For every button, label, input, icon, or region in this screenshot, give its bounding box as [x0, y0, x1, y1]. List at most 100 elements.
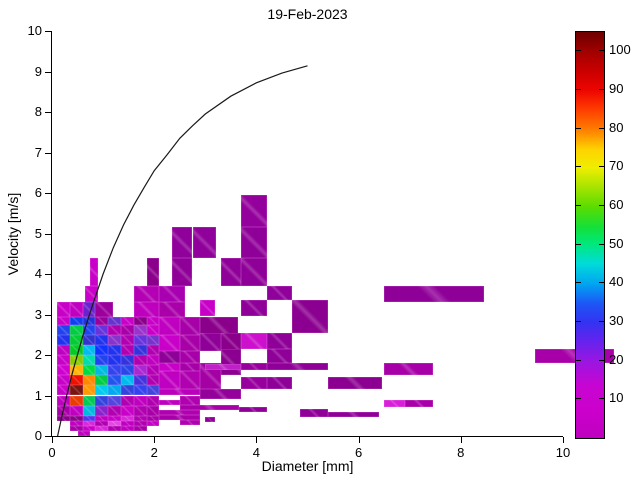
heatmap-cell [57, 415, 70, 421]
heatmap-cell [146, 344, 160, 356]
heatmap-cell [95, 385, 109, 396]
heatmap-cell [121, 395, 134, 406]
heatmap-cell [121, 316, 134, 325]
heatmap-cell [205, 363, 242, 370]
heatmap-cell [95, 415, 109, 421]
heatmap-cell [69, 395, 83, 406]
heatmap-cell [133, 405, 147, 416]
chart-title: 19-Feb-2023 [267, 6, 348, 22]
heatmap-cell [82, 355, 96, 366]
heatmap-cell [179, 419, 201, 426]
heatmap-cell [179, 363, 201, 372]
heatmap-cell [69, 324, 83, 335]
heatmap-cell [108, 316, 121, 325]
x-tick-mark [460, 437, 462, 443]
terminal-velocity-curve [57, 65, 308, 437]
heatmap-cell [266, 348, 293, 364]
heatmap-cell [69, 385, 83, 396]
heatmap-cell [69, 420, 83, 426]
heatmap-cell [133, 415, 147, 421]
x-tick-label: 6 [354, 445, 363, 460]
heatmap-cell [159, 371, 181, 390]
colorbar-tick-mark [599, 205, 604, 206]
heatmap-cell [108, 344, 121, 356]
heatmap-cell [384, 399, 405, 408]
heatmap-cell [69, 365, 83, 376]
y-tick-label: 6 [34, 185, 42, 200]
heatmap-cell [133, 420, 147, 426]
colorbar-tick-label: 30 [609, 313, 624, 328]
heatmap-cell [82, 385, 96, 396]
heatmap-cell [121, 344, 134, 356]
colorbar-tick-mark [576, 89, 581, 90]
colorbar-tick-mark [576, 50, 581, 52]
heatmap-cell [146, 316, 160, 325]
heatmap-cell [146, 324, 160, 335]
heatmap-cell [108, 415, 121, 421]
heatmap-cell [266, 332, 293, 350]
heatmap-cell [241, 195, 267, 228]
y-tick-mark [45, 395, 51, 397]
heatmap-cell [133, 385, 147, 396]
heatmap-cell [299, 409, 328, 417]
heatmap-cell [266, 377, 293, 390]
heatmap-cell [95, 344, 109, 356]
heatmap-cell [95, 334, 109, 345]
y-tick-mark [45, 233, 51, 235]
x-tick-mark [154, 437, 156, 443]
heatmap-cell [133, 302, 160, 317]
y-tick-label: 1 [34, 387, 42, 403]
heatmap-cell [57, 302, 70, 317]
heatmap-cell [69, 425, 83, 432]
heatmap-cell [238, 406, 267, 412]
x-tick-mark [358, 437, 360, 443]
heatmap-cell [95, 395, 109, 406]
y-tick-mark [45, 355, 51, 356]
y-tick-label: 7 [34, 144, 42, 160]
heatmap-cell [69, 415, 83, 421]
heatmap-cell [57, 334, 70, 345]
heatmap-cell [266, 363, 329, 370]
heatmap-cell [404, 399, 433, 408]
heatmap-cell [159, 389, 201, 396]
heatmap-cell [159, 350, 181, 364]
y-tick-mark [45, 314, 51, 316]
heatmap-cell [192, 227, 216, 259]
heatmap-cell [57, 395, 70, 406]
y-tick-label: 10 [27, 23, 42, 38]
heatmap-cell [133, 355, 147, 366]
heatmap-cell [241, 377, 267, 390]
heatmap-cell [179, 350, 201, 364]
colorbar-tick-label: 70 [609, 158, 624, 174]
colorbar-tick-mark [599, 243, 604, 245]
heatmap-cell [241, 363, 267, 370]
colorbar-tick-mark [576, 166, 581, 168]
heatmap-cell [241, 227, 267, 259]
heatmap-cell [146, 395, 160, 406]
x-tick-label: 2 [150, 445, 158, 460]
heatmap-cell [200, 332, 221, 352]
heatmap-cell [384, 363, 433, 376]
heatmap-cell [95, 316, 109, 325]
heatmap-cell [121, 385, 134, 396]
colorbar-tick-mark [599, 282, 604, 284]
heatmap-cell [108, 365, 121, 376]
heatmap-cell [95, 375, 109, 386]
heatmap-cell [121, 375, 134, 386]
colorbar-tick-label: 20 [609, 351, 624, 367]
heatmap-cell [179, 334, 201, 352]
x-tick-label: 4 [252, 445, 260, 460]
heatmap-cell [95, 365, 109, 376]
heatmap-cell [146, 355, 160, 366]
colorbar-tick-label: 100 [609, 42, 631, 58]
colorbar-tick-label: 60 [609, 197, 624, 212]
heatmap-cell [82, 365, 96, 376]
heatmap-cell [121, 365, 134, 376]
heatmap-cell [95, 425, 109, 432]
heatmap-cell [108, 425, 121, 432]
y-tick-mark [45, 152, 51, 154]
heatmap-cell [133, 425, 147, 432]
heatmap-cell [82, 324, 96, 335]
y-tick-label: 5 [34, 225, 42, 241]
colorbar-tick-mark [576, 282, 581, 284]
